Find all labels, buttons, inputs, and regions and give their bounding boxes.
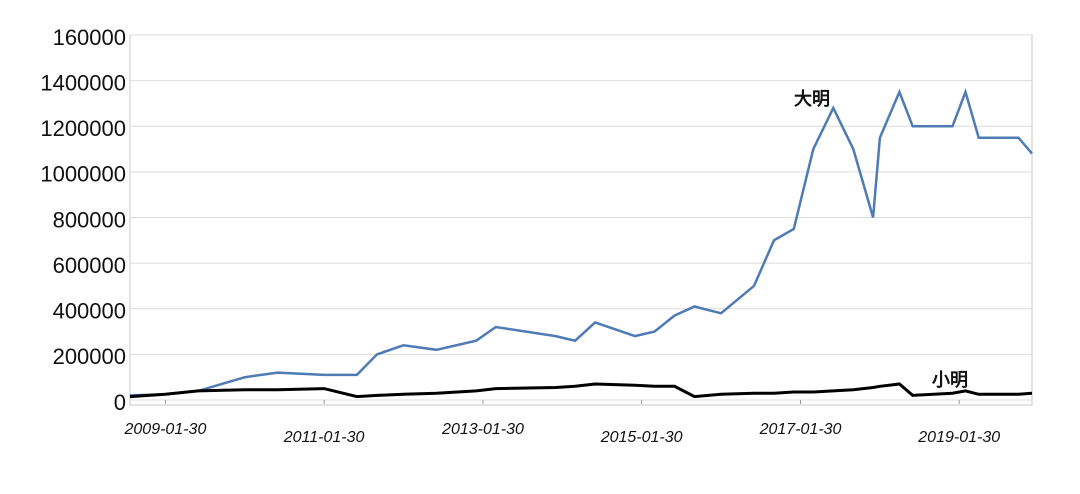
x-tick-label: 2011-01-30 xyxy=(283,429,365,446)
y-tick-label: 200000 xyxy=(53,344,126,369)
x-tick-label: 2017-01-30 xyxy=(759,421,842,438)
series-line xyxy=(129,88,1033,397)
x-tick-label: 2015-01-30 xyxy=(600,429,683,446)
x-tick-label: 2009-01-30 xyxy=(124,421,207,438)
plot-frame xyxy=(129,34,1033,406)
y-tick-label: 1400000 xyxy=(40,70,126,95)
series-line xyxy=(129,382,1033,399)
series-label: 大明 xyxy=(794,88,830,109)
x-tick-label: 2013-01-30 xyxy=(441,421,524,438)
y-tick-label: 800000 xyxy=(53,207,126,232)
y-tick-label: 1200000 xyxy=(40,116,126,141)
x-tick-label: 2019-01-30 xyxy=(917,429,1000,446)
y-tick-label: 0 xyxy=(114,390,126,415)
y-tick-label: 400000 xyxy=(53,299,126,324)
y-tick-label: 1000000 xyxy=(40,162,126,187)
y-tick-label: 160000 xyxy=(53,25,126,50)
y-tick-label: 600000 xyxy=(53,253,126,278)
series-label: 小明 xyxy=(932,370,968,390)
